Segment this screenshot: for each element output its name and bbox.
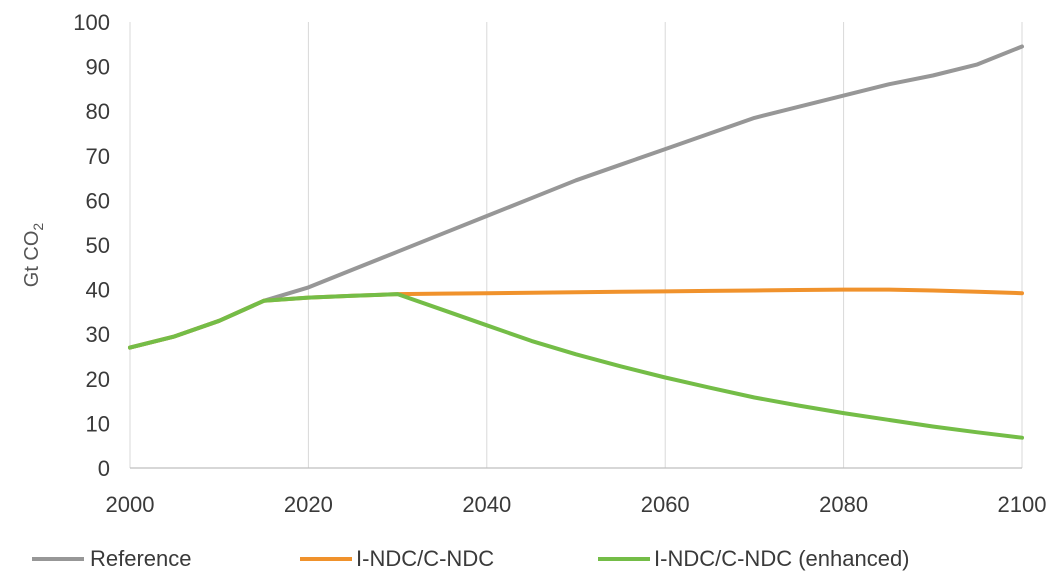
y-tick-label: 40 (86, 278, 110, 303)
legend-item: I-NDC/C-NDC (enhanced) (598, 546, 910, 571)
y-axis-title-subscript: 2 (30, 223, 46, 231)
y-axis-title-main: Gt CO (21, 231, 43, 288)
y-tick-label: 0 (98, 456, 110, 481)
x-tick-label: 2000 (106, 492, 155, 517)
series-line-i-ndc-c-ndc (128, 287, 1024, 350)
series-lines (128, 44, 1024, 440)
x-tick-labels: 2000 2020 2040 2060 2080 2100 (106, 492, 1047, 517)
y-tick-label: 80 (86, 99, 110, 124)
y-tick-label: 90 (86, 55, 110, 80)
y-tick-label: 50 (86, 233, 110, 258)
x-tick-label: 2080 (819, 492, 868, 517)
y-tick-label: 70 (86, 144, 110, 169)
legend: Reference I-NDC/C-NDC I-NDC/C-NDC (enhance… (32, 546, 910, 571)
y-axis-title: Gt CO2 (21, 223, 46, 288)
series-line-i-ndc-c-ndc-enhanced (128, 292, 1024, 440)
series-line-reference (128, 44, 1024, 350)
x-tick-label: 2040 (462, 492, 511, 517)
x-tick-label: 2100 (998, 492, 1047, 517)
legend-label: I-NDC/C-NDC (356, 546, 494, 571)
y-tick-label: 60 (86, 188, 110, 213)
legend-label: I-NDC/C-NDC (enhanced) (654, 546, 910, 571)
legend-item: I-NDC/C-NDC (300, 546, 494, 571)
y-tick-label: 100 (73, 10, 110, 35)
y-tick-label: 30 (86, 322, 110, 347)
y-tick-labels: 0 10 20 30 40 50 60 70 80 90 100 (73, 10, 110, 481)
legend-label: Reference (90, 546, 192, 571)
grid (129, 22, 1023, 468)
legend-item: Reference (32, 546, 192, 571)
y-tick-label: 20 (86, 367, 110, 392)
x-tick-label: 2060 (641, 492, 690, 517)
x-tick-label: 2020 (284, 492, 333, 517)
y-tick-label: 10 (86, 411, 110, 436)
